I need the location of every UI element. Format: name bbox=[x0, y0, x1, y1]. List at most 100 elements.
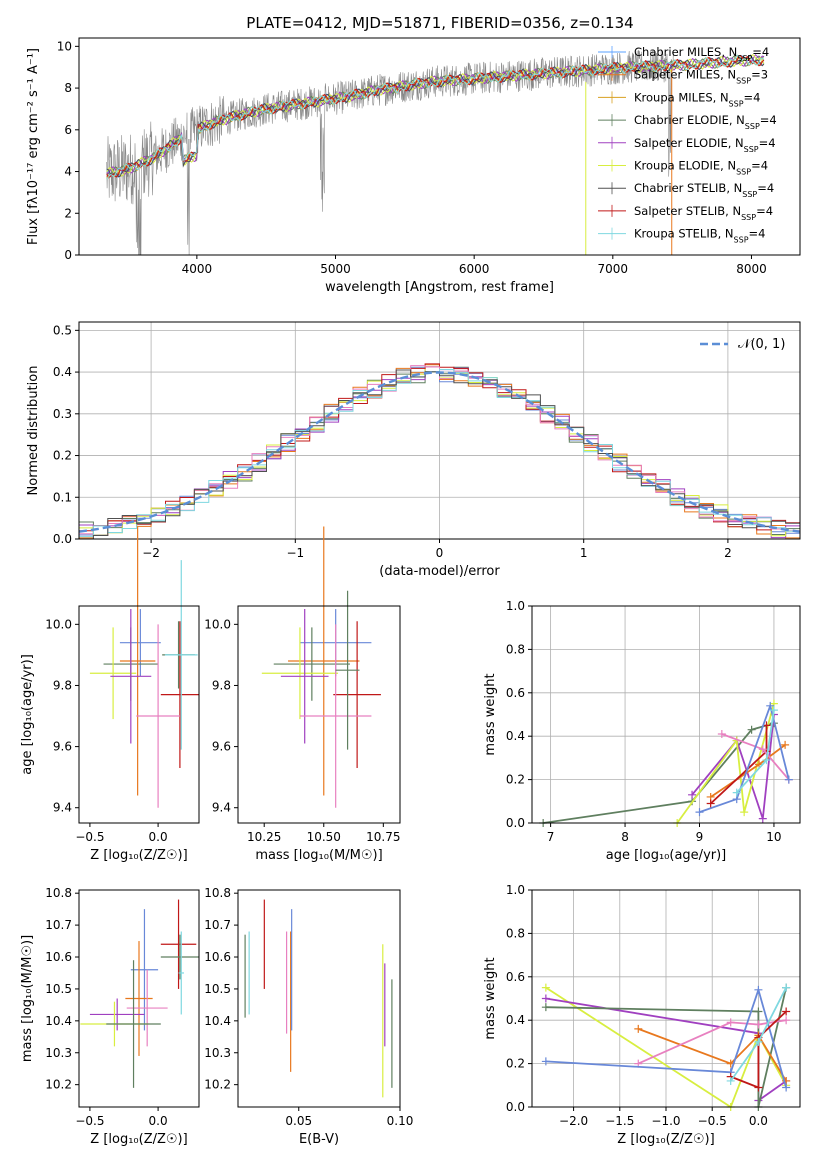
legend-label: Salpeter ELODIE, NSSP=4 bbox=[634, 136, 776, 154]
errorbar-point bbox=[125, 941, 153, 1056]
weight-point-marker bbox=[754, 985, 763, 994]
errorbar-point bbox=[160, 899, 197, 989]
weight-point-marker bbox=[754, 1020, 763, 1029]
weight-point-marker bbox=[634, 1024, 643, 1033]
errorbar-point bbox=[160, 934, 199, 980]
weight-point-marker bbox=[695, 808, 704, 817]
weight-point-marker bbox=[747, 725, 756, 734]
y-tick-label: 10.5 bbox=[204, 982, 231, 996]
errorbar-point bbox=[126, 969, 168, 1047]
x-tick-label: 8000 bbox=[736, 262, 767, 276]
y-tick-label: 10.3 bbox=[204, 1046, 231, 1060]
weight-point-marker bbox=[732, 788, 741, 797]
x-tick-label: 2 bbox=[724, 546, 732, 560]
y-tick-label: 9.6 bbox=[53, 740, 72, 754]
y-tick-label: 10.4 bbox=[45, 1014, 72, 1028]
y-tick-label: 0.6 bbox=[506, 686, 525, 700]
errorbar-point bbox=[261, 627, 339, 720]
y-axis-label: Normed distribution bbox=[26, 366, 41, 496]
x-tick-label: 1 bbox=[580, 546, 588, 560]
errorbar-point bbox=[178, 931, 184, 1015]
axes-frame bbox=[78, 605, 200, 824]
axes-frame bbox=[78, 889, 200, 1108]
x-tick-label: 10.50 bbox=[307, 830, 341, 844]
x-tick-label: 0.0 bbox=[149, 830, 168, 844]
y-tick-label: 10.2 bbox=[204, 1078, 231, 1092]
x-tick-label: 9 bbox=[696, 830, 704, 844]
x-tick-label: −0.5 bbox=[75, 830, 104, 844]
y-tick-label: 0.2 bbox=[506, 773, 525, 787]
residual_histogram-panel: −2 −1 0 1 2 0.0 0.1 0.2 0.3 0.4 0.5 (data-model)/er… bbox=[26, 321, 801, 579]
y-axis-label: age [log₁₀(age/yr)] bbox=[20, 654, 35, 775]
weight-point-marker bbox=[740, 808, 749, 817]
weight-point-marker bbox=[726, 1076, 735, 1085]
y-tick-label: 4 bbox=[64, 165, 72, 179]
errorbar-point bbox=[136, 624, 180, 808]
y-tick-label: 0.4 bbox=[506, 729, 525, 743]
y-tick-label: 10.6 bbox=[204, 950, 231, 964]
model-spectrum-line bbox=[106, 54, 765, 180]
y-tick-label: 0.0 bbox=[506, 1100, 525, 1114]
errorbar-point bbox=[299, 624, 372, 808]
weight-point-marker bbox=[782, 1083, 791, 1092]
errorbar-point bbox=[130, 909, 159, 1031]
weight-point-marker bbox=[781, 740, 790, 749]
x-tick-label: −1 bbox=[286, 546, 304, 560]
spectrum-legend: Chabrier MILES, NSSP=4 Salpeter MILES, NS… bbox=[598, 45, 777, 244]
weight-point-marker bbox=[754, 1083, 763, 1092]
x-tick-label: 4000 bbox=[182, 262, 213, 276]
y-tick-label: 10.8 bbox=[204, 886, 231, 900]
x-tick-label: 0.0 bbox=[749, 1114, 768, 1128]
weight_vs_Z-panel: −2.0 −1.5 −1.0 −0.5 0.0 0.0 0.2 0.4 0.6 0.8 1.0 Z [… bbox=[483, 883, 801, 1147]
x-tick-label: 0 bbox=[436, 546, 444, 560]
x-tick-label: 7 bbox=[547, 830, 555, 844]
y-tick-label: 9.8 bbox=[212, 678, 231, 692]
weight-point-marker bbox=[754, 1037, 763, 1046]
legend-label: Chabrier STELIB, NSSP=4 bbox=[634, 181, 774, 199]
y-tick-label: 10.6 bbox=[45, 950, 72, 964]
weight-point-marker bbox=[726, 1018, 735, 1027]
x-tick-label: −2.0 bbox=[559, 1114, 588, 1128]
errorbar-point bbox=[164, 560, 198, 750]
weight-point-marker bbox=[766, 701, 775, 710]
x-axis-label: wavelength [Angstrom, rest frame] bbox=[325, 280, 554, 295]
weight-point-marker bbox=[706, 799, 715, 808]
y-axis-label: Flux [fλ10⁻¹⁷ erg cm⁻² s⁻¹ A⁻¹] bbox=[26, 48, 41, 245]
x-tick-label: −1.5 bbox=[605, 1114, 634, 1128]
mass_vs_EBV-panel: 0.05 0.10 10.2 10.3 10.4 10.5 10.6 10.7 10.8 E(B-… bbox=[204, 886, 413, 1147]
x-tick-label: −0.5 bbox=[698, 1114, 727, 1128]
weight-series-line bbox=[730, 1010, 787, 1089]
weight-series-line bbox=[637, 1019, 787, 1065]
legend-label: 𝒩(0, 1) bbox=[738, 337, 785, 352]
errorbar-point bbox=[288, 526, 360, 796]
errorbar-point bbox=[110, 609, 152, 744]
errorbar-point bbox=[119, 526, 156, 796]
axes-frame bbox=[531, 605, 801, 824]
observed-spectrum-line bbox=[106, 49, 674, 255]
y-tick-label: 10.8 bbox=[45, 886, 72, 900]
y-tick-label: 10.7 bbox=[204, 918, 231, 932]
age_vs_mass-panel: 10.25 10.50 10.75 9.4 9.6 9.8 10.0 mass [log₁₀(… bbox=[204, 526, 401, 863]
y-tick-label: 8 bbox=[64, 81, 72, 95]
y-axis-label: mass weight bbox=[483, 673, 498, 755]
y-tick-label: 10 bbox=[57, 39, 72, 53]
legend-label: Kroupa MILES, NSSP=4 bbox=[634, 90, 760, 108]
normal-fit-line bbox=[78, 371, 801, 533]
x-tick-label: 0.10 bbox=[387, 1114, 414, 1128]
x-tick-label: 10.25 bbox=[247, 830, 281, 844]
x-tick-label: 0.05 bbox=[285, 1114, 312, 1128]
legend-label: Chabrier ELODIE, NSSP=4 bbox=[634, 113, 777, 131]
x-tick-label: 5000 bbox=[320, 262, 351, 276]
y-tick-label: 0.8 bbox=[506, 926, 525, 940]
legend-label: Kroupa ELODIE, NSSP=4 bbox=[634, 159, 768, 177]
weight-point-marker bbox=[784, 775, 793, 784]
y-tick-label: 9.4 bbox=[53, 801, 72, 815]
y-tick-label: 10.7 bbox=[45, 918, 72, 932]
y-axis-label: mass weight bbox=[483, 957, 498, 1039]
x-axis-label: Z [log₁₀(Z/Z☉)] bbox=[617, 1132, 714, 1147]
weight-series bbox=[541, 983, 791, 1111]
y-tick-label: 0.4 bbox=[506, 1013, 525, 1027]
y-tick-label: 1.0 bbox=[506, 883, 525, 897]
weight-point-marker bbox=[717, 730, 726, 739]
